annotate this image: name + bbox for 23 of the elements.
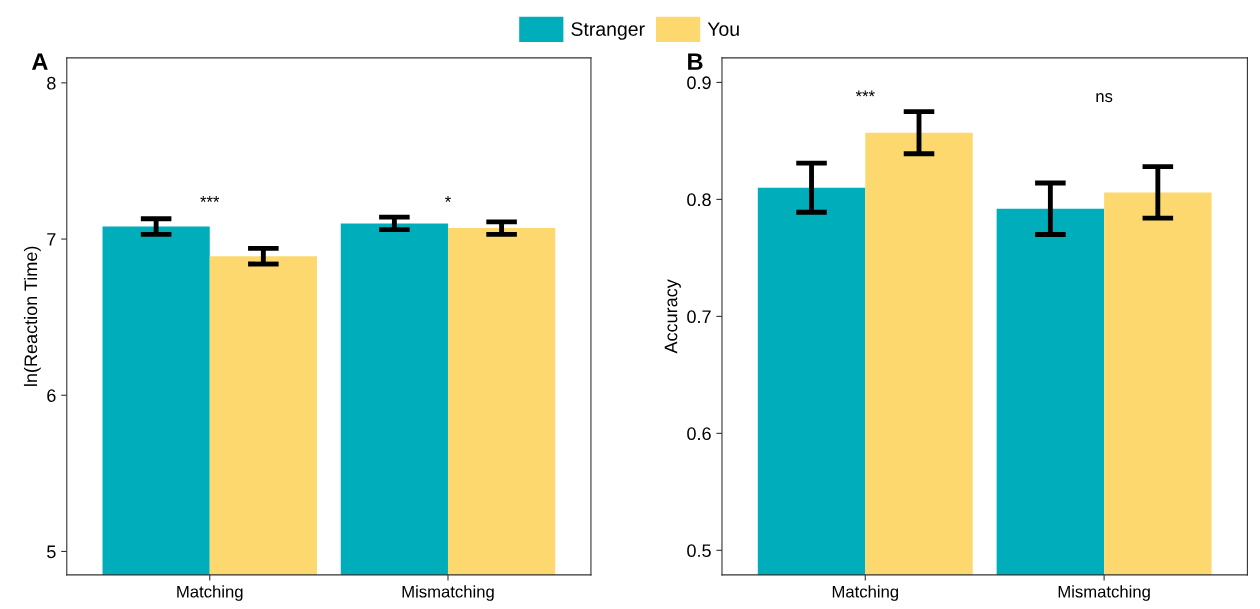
- y-tick-label: 0.8: [687, 193, 711, 207]
- y-tick-label: 0.6: [687, 427, 711, 441]
- y-tick-label: 0.7: [687, 310, 711, 324]
- legend-label: Stranger: [571, 22, 645, 40]
- y-tick-label: 8: [47, 76, 56, 90]
- y-axis-title: Accuracy: [664, 279, 681, 354]
- x-tick-label: Matching: [832, 585, 899, 601]
- legend-label: You: [707, 22, 739, 36]
- annotation: ***: [200, 196, 220, 202]
- y-axis-title: ln(Reaction Time): [23, 246, 41, 386]
- text: B: [688, 53, 703, 70]
- annotation: *: [445, 196, 451, 202]
- y-tick-label: 6: [47, 389, 56, 402]
- x-tick-label: Matching: [177, 585, 243, 601]
- y-tick-label: 5: [47, 545, 56, 559]
- y-tick-label: 0.5: [687, 544, 711, 558]
- text: A: [31, 53, 48, 70]
- annotation: ns: [1096, 93, 1113, 103]
- x-tick-label: Mismatching: [1058, 585, 1150, 601]
- annotation: ***: [855, 90, 875, 97]
- x-tick-label: Mismatching: [402, 585, 494, 601]
- y-tick-label: 7: [47, 233, 56, 246]
- y-tick-label: 0.9: [687, 76, 711, 90]
